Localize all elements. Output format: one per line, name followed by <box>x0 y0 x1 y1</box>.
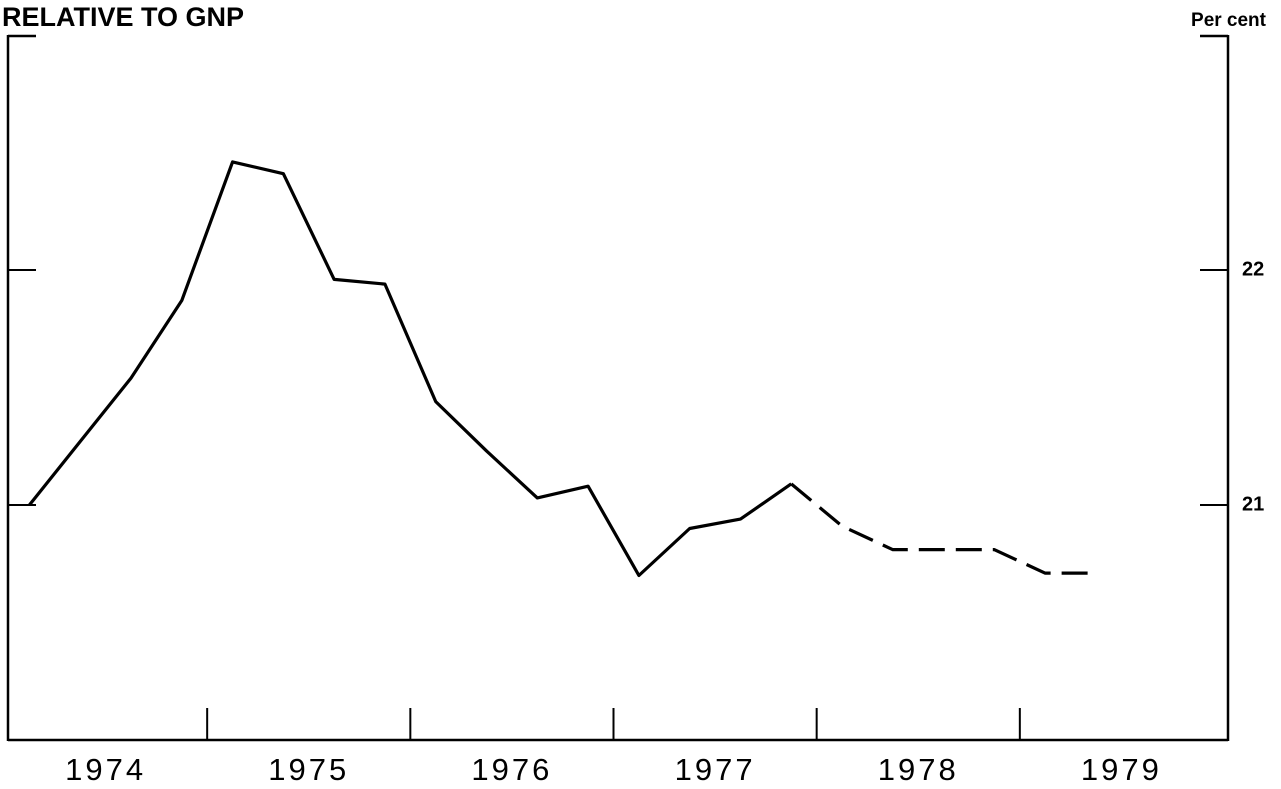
x-tick-label: 1975 <box>268 752 349 784</box>
y-axis-label: Per cent <box>1191 10 1267 31</box>
frame <box>6 34 1230 742</box>
line <box>28 160 793 578</box>
chart-title: RELATIVE TO GNP <box>2 2 244 32</box>
x-tick-label: 1979 <box>1081 752 1162 784</box>
x-tick-label: 1977 <box>675 752 756 784</box>
x-tick-label: 1978 <box>878 752 959 784</box>
y-tick-label: 22 <box>1242 258 1264 280</box>
y-tick-label: 21 <box>1242 493 1264 515</box>
x-tick-label: 1974 <box>65 752 146 784</box>
x-tick-label: 1976 <box>471 752 552 784</box>
dashed-line <box>790 482 1097 575</box>
